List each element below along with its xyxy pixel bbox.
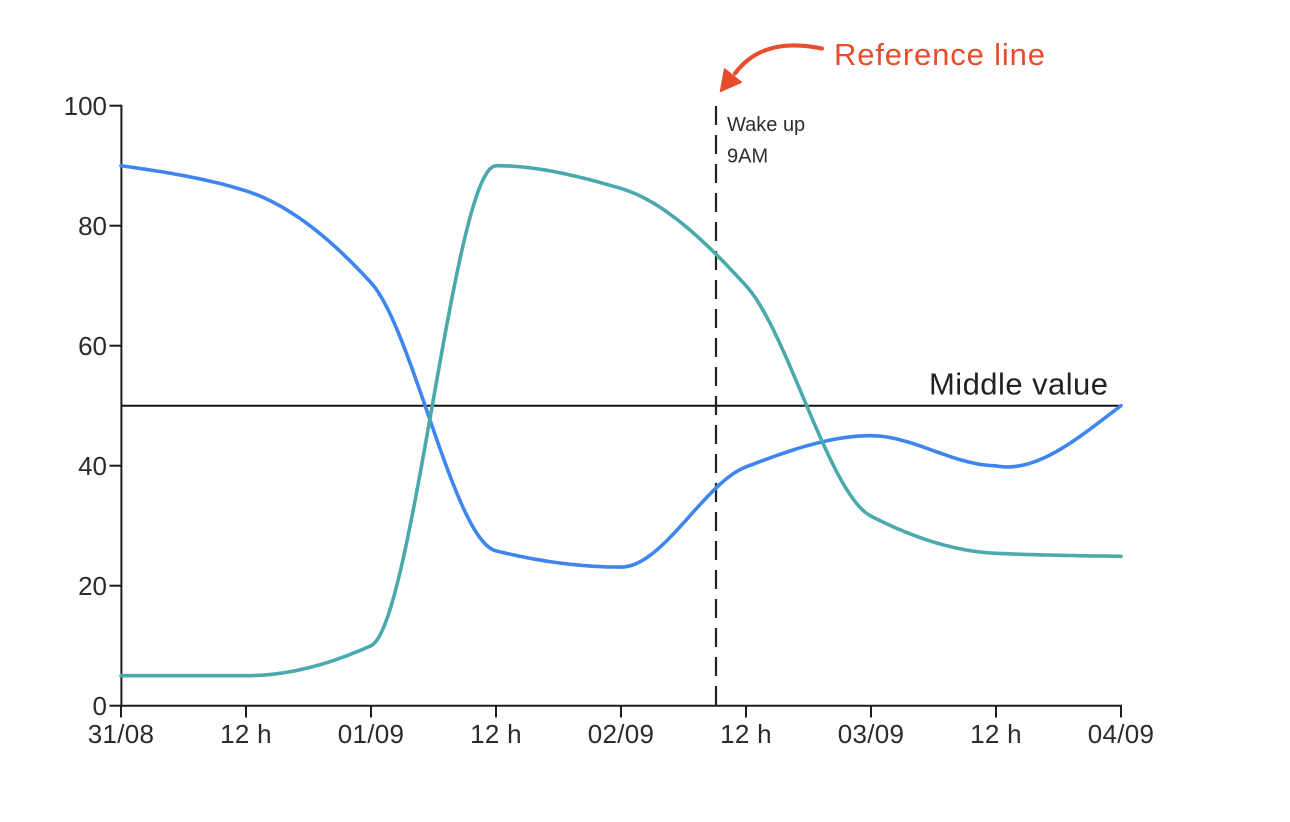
- svg-text:Wake up: Wake up: [727, 114, 805, 136]
- svg-text:20: 20: [78, 571, 107, 601]
- svg-text:12 h: 12 h: [720, 719, 772, 749]
- svg-text:12 h: 12 h: [470, 719, 522, 749]
- svg-text:03/09: 03/09: [838, 719, 905, 749]
- svg-text:100: 100: [64, 91, 107, 121]
- svg-text:0: 0: [93, 691, 107, 721]
- svg-text:01/09: 01/09: [338, 719, 405, 749]
- svg-text:40: 40: [78, 451, 107, 481]
- svg-text:9AM: 9AM: [727, 146, 768, 168]
- svg-text:Reference line: Reference line: [834, 37, 1046, 72]
- svg-text:60: 60: [78, 331, 107, 361]
- svg-text:02/09: 02/09: [588, 719, 655, 749]
- svg-text:80: 80: [78, 211, 107, 241]
- svg-text:Middle value: Middle value: [929, 367, 1108, 402]
- svg-text:12 h: 12 h: [970, 719, 1022, 749]
- svg-text:31/08: 31/08: [88, 719, 155, 749]
- svg-text:12 h: 12 h: [220, 719, 272, 749]
- svg-text:04/09: 04/09: [1088, 719, 1155, 749]
